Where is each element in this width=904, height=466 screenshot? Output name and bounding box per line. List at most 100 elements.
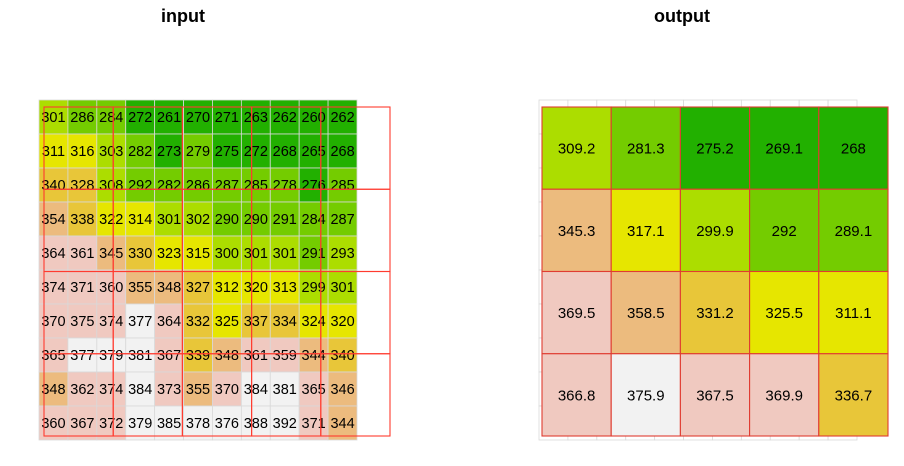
- input-cell: [240, 405, 271, 441]
- input-cell-label: 314: [128, 212, 152, 228]
- input-cell-label: 348: [157, 280, 181, 296]
- input-cell-label: 290: [244, 212, 268, 228]
- input-cell-label: 371: [302, 416, 326, 432]
- input-cell: [154, 201, 184, 237]
- input-cell-label: 381: [273, 382, 297, 398]
- input-cell-label: 287: [215, 178, 239, 194]
- output-cell-label: 325.5: [765, 305, 803, 322]
- input-cell: [183, 303, 213, 339]
- input-cell-label: 365: [302, 382, 326, 398]
- output-cell-label: 331.2: [696, 305, 734, 322]
- output-cell-label: 345.3: [558, 223, 596, 240]
- output-cell-label: 358.5: [627, 305, 665, 322]
- input-cell-label: 360: [99, 280, 123, 296]
- input-cell: [125, 201, 156, 237]
- input-cell: [125, 303, 156, 339]
- input-cell-label: 275: [215, 144, 239, 160]
- input-cell: [96, 99, 127, 135]
- input-cell-label: 361: [70, 246, 94, 262]
- input-cell-label: 327: [186, 280, 210, 296]
- input-cell-label: 325: [215, 314, 239, 330]
- input-cell: [298, 235, 329, 271]
- input-cell-label: 272: [128, 110, 152, 126]
- output-cell: [749, 188, 820, 273]
- input-cell-label: 282: [157, 178, 181, 194]
- input-cell-label: 278: [273, 178, 297, 194]
- input-cell-label: 292: [128, 178, 152, 194]
- input-cell: [212, 371, 242, 407]
- input-cell-label: 303: [99, 144, 123, 160]
- input-cell: [298, 201, 329, 237]
- output-panel-title: output: [654, 6, 710, 26]
- input-cell-label: 315: [186, 246, 210, 262]
- input-cell: [183, 269, 213, 305]
- input-cell-label: 364: [157, 314, 181, 330]
- output-cell: [818, 106, 889, 190]
- output-heatmap-labels: 309.2 281.3 275.2 269.1 268 345.3 317.1 299.9 29…: [558, 141, 872, 405]
- input-cell-label: 344: [302, 348, 326, 364]
- input-cell-label: 328: [70, 178, 94, 194]
- input-cell: [67, 405, 98, 441]
- input-cell-label: 293: [330, 246, 354, 262]
- input-cell: [67, 337, 98, 373]
- input-cell-label: 364: [41, 246, 65, 262]
- input-cell-label: 374: [41, 280, 65, 296]
- output-cell: [818, 188, 889, 273]
- input-cell: [240, 133, 271, 169]
- input-cell: [269, 303, 300, 339]
- input-cell: [212, 133, 242, 169]
- input-cell: [327, 201, 358, 237]
- input-cell: [125, 405, 156, 441]
- input-cell-label: 374: [99, 382, 123, 398]
- input-block-outlines: [43, 106, 391, 437]
- input-cell-label: 301: [157, 212, 181, 228]
- input-cell-label: 354: [41, 212, 65, 228]
- input-cell-label: 284: [99, 110, 123, 126]
- output-cell-label: 366.8: [558, 387, 596, 404]
- input-cell-label: 286: [186, 178, 210, 194]
- input-cell: [240, 303, 271, 339]
- input-cell: [67, 167, 98, 203]
- input-cell: [183, 99, 213, 135]
- input-cell-label: 282: [128, 144, 152, 160]
- input-cell: [67, 303, 98, 339]
- input-cell: [269, 235, 300, 271]
- input-cell-label: 260: [302, 110, 326, 126]
- input-cell-label: 378: [186, 416, 210, 432]
- output-cell: [679, 188, 751, 273]
- output-cell: [749, 106, 820, 190]
- input-cell: [212, 269, 242, 305]
- input-cell: [327, 99, 358, 135]
- input-cell-label: 301: [244, 246, 268, 262]
- input-cell-label: 291: [273, 212, 297, 228]
- input-cell-label: 371: [70, 280, 94, 296]
- input-cell: [96, 405, 127, 441]
- input-cell: [154, 303, 184, 339]
- output-cell-label: 317.1: [627, 223, 665, 240]
- input-cell-label: 322: [99, 212, 123, 228]
- input-cell-label: 299: [302, 280, 326, 296]
- input-cell-label: 377: [128, 314, 152, 330]
- input-cell-label: 365: [41, 348, 65, 364]
- input-cell-label: 313: [273, 280, 297, 296]
- output-cell-label: 289.1: [835, 223, 873, 240]
- output-cell: [818, 353, 889, 437]
- input-cell-label: 270: [186, 110, 210, 126]
- input-cell-label: 355: [128, 280, 152, 296]
- input-cell: [67, 201, 98, 237]
- input-cell-label: 268: [330, 144, 354, 160]
- input-cell: [212, 201, 242, 237]
- input-cell-label: 291: [302, 246, 326, 262]
- input-cell-label: 375: [70, 314, 94, 330]
- input-cell: [125, 99, 156, 135]
- input-panel-title: input: [161, 6, 205, 26]
- input-cell-label: 377: [70, 348, 94, 364]
- input-cell-label: 332: [186, 314, 210, 330]
- input-cell-label: 344: [330, 416, 354, 432]
- input-cell: [240, 337, 271, 373]
- input-cell-label: 340: [330, 348, 354, 364]
- input-cell-label: 339: [186, 348, 210, 364]
- input-cell-label: 379: [128, 416, 152, 432]
- output-cell-label: 369.9: [765, 387, 803, 404]
- input-cell-label: 300: [215, 246, 239, 262]
